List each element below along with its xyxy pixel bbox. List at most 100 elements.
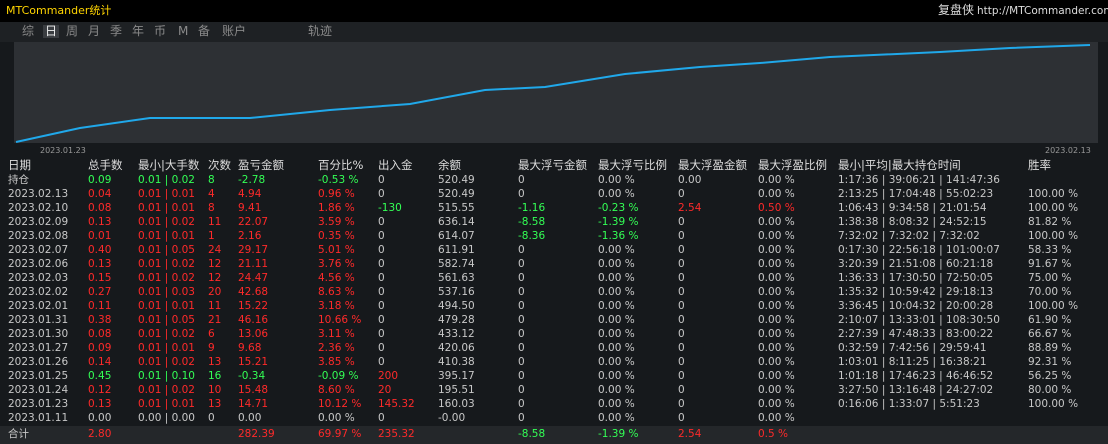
- table-cell: 0: [518, 398, 525, 410]
- tab[interactable]: 日: [43, 24, 60, 38]
- tab[interactable]: 综: [22, 24, 35, 38]
- table-cell: 494.50: [438, 300, 475, 312]
- table-cell: 0.00 %: [598, 188, 635, 200]
- table-cell: 0.01 | 0.01: [138, 398, 195, 410]
- table-cell: 0.13: [88, 216, 112, 228]
- table-cell: 2023.01.30: [8, 328, 69, 340]
- balance-curve-svg: [15, 44, 1091, 143]
- table-cell: 0: [518, 244, 525, 256]
- table-cell: 0.00 %: [758, 370, 795, 382]
- tab[interactable]: 轨迹: [308, 24, 333, 38]
- table-cell: 7:32:02 | 7:32:02 | 7:32:02: [838, 230, 980, 242]
- tab[interactable]: 年: [132, 24, 145, 38]
- total-cell: 合计: [8, 428, 29, 440]
- holding-cell: 1:17:36 | 39:06:21 | 141:47:36: [838, 174, 1000, 186]
- table-cell: 0.00 %: [758, 328, 795, 340]
- table-cell: 10.12 %: [318, 398, 362, 410]
- table-cell: 2023.02.01: [8, 300, 69, 312]
- table-cell: 0.00 %: [758, 244, 795, 256]
- table-cell: 0: [208, 412, 215, 424]
- window-title: MTCommander统计: [6, 4, 112, 17]
- table-cell: 0: [518, 300, 525, 312]
- table-cell: 11: [208, 216, 222, 228]
- table-cell: 0: [518, 188, 525, 200]
- table-cell: 0.50 %: [758, 202, 795, 214]
- table-cell: 0.01: [88, 230, 112, 242]
- table-cell: 100.00 %: [1028, 230, 1079, 242]
- table-cell: 0: [518, 272, 525, 284]
- table-cell: 10: [208, 384, 222, 396]
- table-cell: 81.82 %: [1028, 216, 1072, 228]
- table-cell: 0.01 | 0.01: [138, 300, 195, 312]
- table-cell: 0: [378, 258, 385, 270]
- table-cell: 0.11: [88, 300, 112, 312]
- url[interactable]: http://MTCommander.com: [977, 5, 1108, 17]
- table-cell: 2023.02.10: [8, 202, 69, 214]
- table-cell: 0.01 | 0.02: [138, 356, 195, 368]
- table-cell: 1: [208, 230, 215, 242]
- table-cell: 0: [678, 272, 685, 284]
- brand[interactable]: 复盘侠: [938, 3, 975, 17]
- column-header: 最大浮盈金额: [678, 158, 747, 172]
- table-cell: 0.00 %: [758, 286, 795, 298]
- table-cell: 0.04: [88, 188, 112, 200]
- table-cell: 1:35:32 | 10:59:42 | 29:18:13: [838, 286, 994, 298]
- table-cell: 0.01 | 0.02: [138, 272, 195, 284]
- table-cell: 15.21: [238, 356, 269, 368]
- table-cell: 100.00 %: [1028, 398, 1079, 410]
- table-cell: 2023.02.02: [8, 286, 69, 298]
- table-cell: 2023.02.08: [8, 230, 69, 242]
- column-header: 胜率: [1028, 158, 1051, 172]
- table-cell: 0.00 %: [598, 412, 635, 424]
- table-cell: 4.56 %: [318, 272, 355, 284]
- table-cell: 1:36:33 | 17:30:50 | 72:50:05: [838, 272, 994, 284]
- chart-start-date: 2023.01.23: [40, 146, 86, 155]
- tab[interactable]: 周: [66, 24, 79, 38]
- tab[interactable]: 账户: [222, 24, 247, 38]
- table-cell: 88.89 %: [1028, 342, 1072, 354]
- total-bar: [0, 426, 1108, 444]
- table-cell: 0: [678, 244, 685, 256]
- table-cell: 2.16: [238, 230, 262, 242]
- tab[interactable]: M: [178, 24, 189, 38]
- tab[interactable]: 季: [110, 24, 123, 38]
- table-cell: 2023.01.27: [8, 342, 69, 354]
- tab[interactable]: 币: [154, 24, 167, 38]
- table-cell: 0.38: [88, 314, 112, 326]
- table-cell: 0.00 %: [598, 398, 635, 410]
- balance-chart: [14, 42, 1098, 143]
- table-cell: 0.00 %: [598, 370, 635, 382]
- table-cell: 24: [208, 244, 222, 256]
- table-cell: 0: [678, 356, 685, 368]
- table-cell: 13: [208, 356, 222, 368]
- table-cell: 0: [518, 370, 525, 382]
- holding-cell: -0.53 %: [318, 174, 359, 186]
- table-cell: 92.31 %: [1028, 356, 1072, 368]
- table-cell: 0.01 | 0.05: [138, 244, 195, 256]
- table-cell: 160.03: [438, 398, 475, 410]
- table-cell: 0: [678, 398, 685, 410]
- table-cell: 0.00 %: [598, 244, 635, 256]
- table-cell: 29.17: [238, 244, 269, 256]
- table-cell: 2023.02.09: [8, 216, 69, 228]
- table-cell: 0: [678, 384, 685, 396]
- table-cell: 70.00 %: [1028, 286, 1072, 298]
- total-cell: 282.39: [238, 428, 275, 440]
- table-cell: 0.00: [238, 412, 262, 424]
- table-cell: 0.01 | 0.01: [138, 230, 195, 242]
- tab-bar: [0, 22, 1108, 42]
- table-cell: 13.06: [238, 328, 269, 340]
- table-cell: 0:32:59 | 7:42:56 | 29:59:41: [838, 342, 987, 354]
- tab[interactable]: 备: [198, 24, 211, 38]
- table-cell: 0.12: [88, 384, 112, 396]
- table-cell: 58.33 %: [1028, 244, 1072, 256]
- chart-end-date: 2023.02.13: [1045, 146, 1091, 155]
- table-cell: 0.00 %: [598, 286, 635, 298]
- table-cell: 0.00 %: [758, 258, 795, 270]
- column-header: 最大浮盈比例: [758, 158, 827, 172]
- table-cell: 0: [678, 258, 685, 270]
- table-cell: 2023.02.03: [8, 272, 69, 284]
- table-cell: 0: [378, 230, 385, 242]
- tab[interactable]: 月: [88, 24, 101, 38]
- table-cell: 0.13: [88, 398, 112, 410]
